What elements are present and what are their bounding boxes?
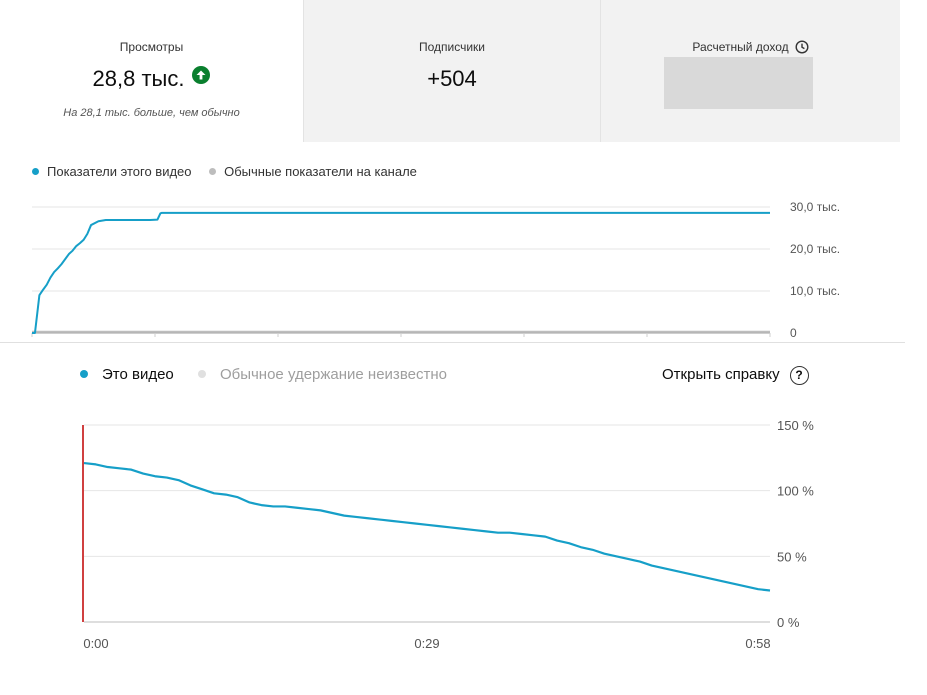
arrow-up-circle-icon xyxy=(192,66,211,84)
revenue-label: Расчетный доход xyxy=(692,40,789,54)
retention-chart-legend: Это видео Обычное удержание неизвестно xyxy=(80,366,447,383)
retention-y-tick-label: 0 % xyxy=(777,615,800,630)
section-divider xyxy=(0,342,905,343)
views-value: 28,8 тыс. xyxy=(92,66,185,91)
views-label: Просмотры xyxy=(119,40,184,54)
open-help-label: Открыть справку xyxy=(662,366,780,383)
views-y-tick-label: 10,0 тыс. xyxy=(790,284,840,298)
retention-x-tick-label: 0:00 xyxy=(83,636,108,651)
retention-x-tick-label: 0:29 xyxy=(414,636,439,651)
views-y-tick-label: 0 xyxy=(790,326,797,340)
open-help-link[interactable]: Открыть справку? xyxy=(662,366,809,385)
revenue-label-row: Расчетный доход xyxy=(601,40,900,57)
clock-icon xyxy=(795,40,809,57)
subscribers-value: +504 xyxy=(427,66,477,91)
views-chart[interactable]: 30,0 тыс. 20,0 тыс. 10,0 тыс. 0 xyxy=(0,190,900,350)
question-circle-icon[interactable]: ? xyxy=(789,366,809,385)
views-chart-legend: Показатели этого видео Обычные показател… xyxy=(32,164,417,179)
subscribers-label: Подписчики xyxy=(418,40,485,54)
views-y-tick-label: 20,0 тыс. xyxy=(790,242,840,256)
views-card[interactable]: Просмотры 28,8 тыс. На 28,1 тыс. больше,… xyxy=(0,0,303,142)
retention-x-tick-label: 0:58 xyxy=(745,636,770,651)
retention-chart[interactable]: 150 % 100 % 50 % 0 % 0:00 0:29 0:58 xyxy=(0,410,900,670)
revenue-card[interactable]: Расчетный доход xyxy=(600,0,900,142)
subscribers-card[interactable]: Подписчики +504 xyxy=(303,0,600,142)
legend-dot-retention-this-video xyxy=(80,370,88,378)
legend-dot-retention-typical xyxy=(197,370,206,378)
legend-retention-this-video: Это видео xyxy=(102,366,174,383)
views-comparison-note: На 28,1 тыс. больше, чем обычно xyxy=(63,107,240,119)
retention-series-this-video xyxy=(83,461,771,592)
legend-retention-typical: Обычное удержание неизвестно xyxy=(219,366,447,383)
legend-dot-typical xyxy=(209,168,217,175)
retention-y-tick-label: 150 % xyxy=(777,418,814,433)
legend-dot-this-video xyxy=(32,168,39,175)
retention-y-tick-label: 50 % xyxy=(777,549,807,564)
views-value-row: 28,8 тыс. xyxy=(0,66,303,92)
metric-cards: Просмотры 28,8 тыс. На 28,1 тыс. больше,… xyxy=(0,0,900,142)
legend-typical: Обычные показатели на канале xyxy=(224,164,417,179)
legend-this-video: Показатели этого видео xyxy=(47,164,192,179)
retention-y-tick-label: 100 % xyxy=(777,484,814,499)
revenue-hidden-value xyxy=(664,57,813,109)
views-series-this-video xyxy=(32,211,770,334)
views-y-tick-label: 30,0 тыс. xyxy=(790,200,840,214)
